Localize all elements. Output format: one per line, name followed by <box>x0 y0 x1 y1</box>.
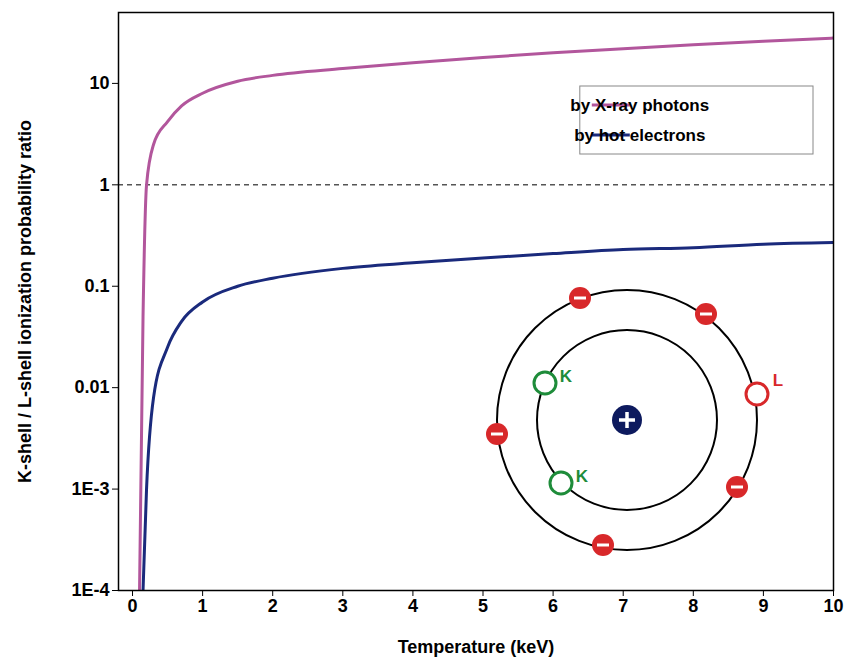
svg-text:K: K <box>576 467 589 486</box>
svg-text:2: 2 <box>268 596 278 616</box>
svg-text:L: L <box>773 371 783 390</box>
svg-text:K-shell / L-shell ionization p: K-shell / L-shell ionization probability… <box>15 120 35 483</box>
svg-text:by hot electrons: by hot electrons <box>574 126 705 145</box>
svg-text:10: 10 <box>823 596 843 616</box>
svg-text:K: K <box>560 367 573 386</box>
svg-text:0: 0 <box>128 596 138 616</box>
svg-text:by X-ray photons: by X-ray photons <box>570 96 709 115</box>
svg-text:4: 4 <box>408 596 418 616</box>
svg-text:8: 8 <box>688 596 698 616</box>
svg-text:5: 5 <box>478 596 488 616</box>
svg-text:Temperature (keV): Temperature (keV) <box>398 637 555 657</box>
svg-text:7: 7 <box>618 596 628 616</box>
svg-text:1: 1 <box>198 596 208 616</box>
svg-text:1: 1 <box>99 175 109 195</box>
svg-text:1E-4: 1E-4 <box>71 580 109 600</box>
svg-text:6: 6 <box>548 596 558 616</box>
svg-text:9: 9 <box>758 596 768 616</box>
svg-text:0.1: 0.1 <box>84 276 109 296</box>
svg-text:1E-3: 1E-3 <box>71 479 109 499</box>
svg-text:0.01: 0.01 <box>74 377 109 397</box>
svg-text:10: 10 <box>89 73 109 93</box>
svg-text:3: 3 <box>338 596 348 616</box>
